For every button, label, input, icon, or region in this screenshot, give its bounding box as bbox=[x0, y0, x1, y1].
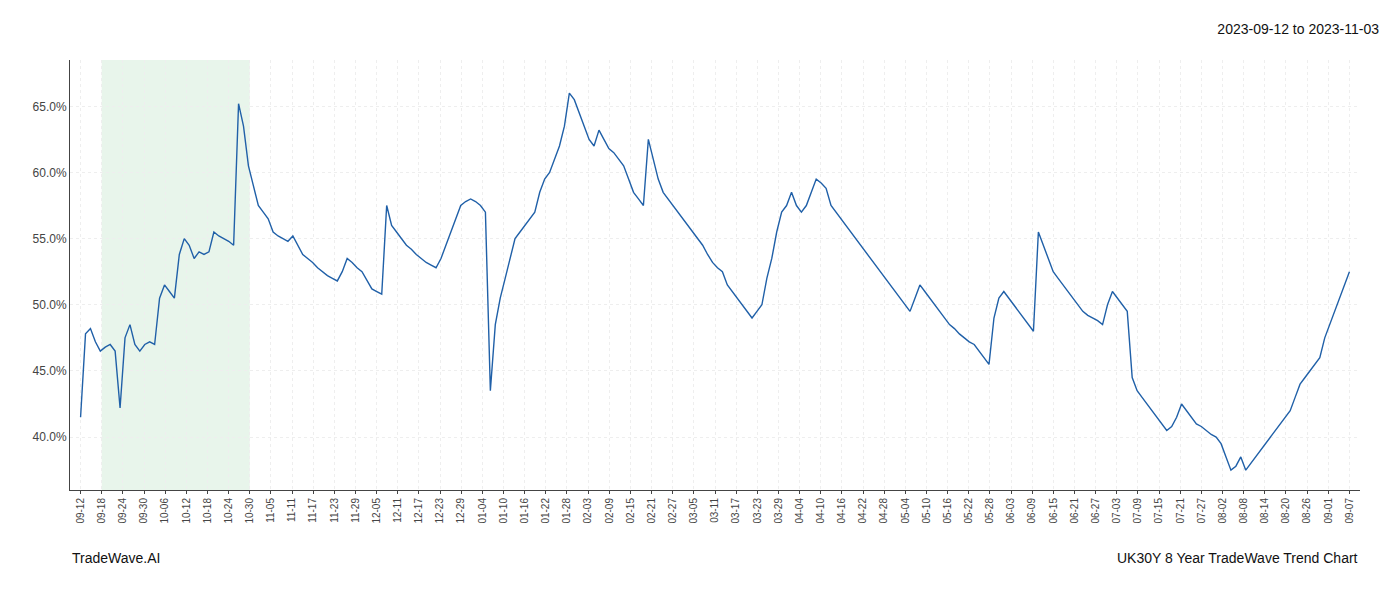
svg-text:08-02: 08-02 bbox=[1217, 498, 1228, 524]
svg-text:10-06: 10-06 bbox=[159, 498, 170, 524]
svg-text:09-12: 09-12 bbox=[75, 498, 86, 524]
svg-text:11-29: 11-29 bbox=[350, 498, 361, 523]
svg-text:02-03: 02-03 bbox=[582, 498, 593, 524]
svg-text:04-28: 04-28 bbox=[878, 498, 889, 524]
svg-text:65.0%: 65.0% bbox=[33, 100, 67, 114]
svg-text:05-28: 05-28 bbox=[984, 498, 995, 524]
svg-text:08-20: 08-20 bbox=[1280, 498, 1291, 524]
svg-text:60.0%: 60.0% bbox=[33, 166, 67, 180]
svg-text:50.0%: 50.0% bbox=[33, 298, 67, 312]
svg-text:09-30: 09-30 bbox=[138, 498, 149, 524]
svg-text:10-12: 10-12 bbox=[181, 498, 192, 524]
svg-text:2023-09-12 to 2023-11-03: 2023-09-12 to 2023-11-03 bbox=[1217, 21, 1379, 37]
svg-text:01-28: 01-28 bbox=[561, 498, 572, 524]
svg-text:07-27: 07-27 bbox=[1196, 498, 1207, 524]
svg-text:09-07: 09-07 bbox=[1344, 498, 1355, 524]
svg-text:05-04: 05-04 bbox=[900, 498, 911, 524]
svg-text:10-24: 10-24 bbox=[223, 498, 234, 524]
svg-text:10-18: 10-18 bbox=[202, 498, 213, 524]
svg-text:12-29: 12-29 bbox=[455, 498, 466, 524]
svg-text:12-05: 12-05 bbox=[371, 498, 382, 524]
svg-text:06-03: 06-03 bbox=[1005, 498, 1016, 524]
svg-text:02-21: 02-21 bbox=[646, 498, 657, 524]
svg-text:03-05: 03-05 bbox=[688, 498, 699, 524]
svg-text:05-22: 05-22 bbox=[963, 498, 974, 524]
svg-text:04-16: 04-16 bbox=[836, 498, 847, 524]
svg-text:12-11: 12-11 bbox=[392, 498, 403, 523]
svg-text:07-09: 07-09 bbox=[1132, 498, 1143, 524]
svg-text:04-04: 04-04 bbox=[794, 498, 805, 524]
svg-text:06-21: 06-21 bbox=[1069, 498, 1080, 524]
svg-text:05-16: 05-16 bbox=[942, 498, 953, 524]
svg-text:02-27: 02-27 bbox=[667, 498, 678, 524]
svg-text:02-15: 02-15 bbox=[625, 498, 636, 524]
svg-text:01-16: 01-16 bbox=[519, 498, 530, 524]
svg-text:11-17: 11-17 bbox=[307, 498, 318, 523]
svg-text:11-05: 11-05 bbox=[265, 498, 276, 523]
svg-text:10-30: 10-30 bbox=[244, 498, 255, 524]
svg-text:11-23: 11-23 bbox=[329, 498, 340, 523]
svg-text:03-29: 03-29 bbox=[773, 498, 784, 524]
svg-text:05-10: 05-10 bbox=[921, 498, 932, 524]
svg-text:04-22: 04-22 bbox=[857, 498, 868, 524]
svg-text:06-09: 06-09 bbox=[1026, 498, 1037, 524]
svg-text:55.0%: 55.0% bbox=[33, 232, 67, 246]
svg-text:TradeWave.AI: TradeWave.AI bbox=[72, 550, 160, 566]
svg-text:07-21: 07-21 bbox=[1175, 498, 1186, 524]
svg-text:45.0%: 45.0% bbox=[33, 364, 67, 378]
svg-text:03-23: 03-23 bbox=[752, 498, 763, 524]
svg-text:12-23: 12-23 bbox=[434, 498, 445, 524]
svg-text:40.0%: 40.0% bbox=[33, 430, 67, 444]
svg-text:08-26: 08-26 bbox=[1301, 498, 1312, 524]
svg-text:01-22: 01-22 bbox=[540, 498, 551, 524]
svg-text:UK30Y 8 Year TradeWave Trend C: UK30Y 8 Year TradeWave Trend Chart bbox=[1117, 550, 1358, 566]
svg-text:04-10: 04-10 bbox=[815, 498, 826, 524]
svg-text:01-04: 01-04 bbox=[477, 498, 488, 524]
svg-text:06-15: 06-15 bbox=[1048, 498, 1059, 524]
svg-text:07-15: 07-15 bbox=[1153, 498, 1164, 524]
svg-text:02-09: 02-09 bbox=[604, 498, 615, 524]
svg-text:11-11: 11-11 bbox=[286, 498, 297, 523]
svg-text:09-24: 09-24 bbox=[117, 498, 128, 524]
svg-text:08-08: 08-08 bbox=[1238, 498, 1249, 524]
svg-text:03-17: 03-17 bbox=[730, 498, 741, 524]
svg-text:12-17: 12-17 bbox=[413, 498, 424, 524]
svg-text:09-01: 09-01 bbox=[1323, 498, 1334, 524]
svg-text:08-14: 08-14 bbox=[1259, 498, 1270, 524]
svg-text:09-18: 09-18 bbox=[96, 498, 107, 524]
svg-text:06-27: 06-27 bbox=[1090, 498, 1101, 524]
svg-text:07-03: 07-03 bbox=[1111, 498, 1122, 524]
svg-text:03-11: 03-11 bbox=[709, 498, 720, 523]
svg-text:01-10: 01-10 bbox=[498, 498, 509, 524]
